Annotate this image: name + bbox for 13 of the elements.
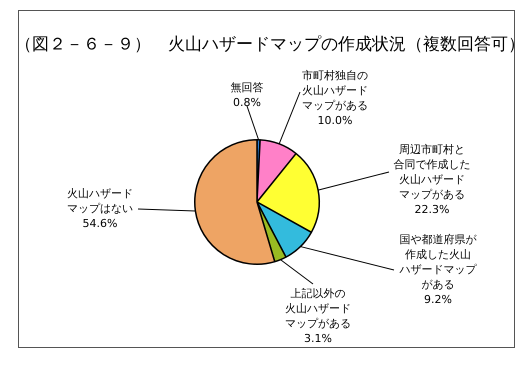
- slice-label: 上記以外の火山ハザードマップがある: [285, 286, 351, 330]
- chart-title: （図２－６－９） 火山ハザードマップの作成状況（複数回答可）: [15, 34, 525, 54]
- slice-label: 市町村独自の火山ハザードマップがある: [302, 68, 368, 112]
- data-label: 54.6%: [82, 216, 118, 230]
- slice-label: 国や都道府県が作成した火山ハザードマップがある: [398, 232, 478, 291]
- data-label: 3.1%: [304, 332, 332, 345]
- data-label: 9.2%: [424, 292, 452, 306]
- slice-label: 周辺市町村と合同で作成した火山ハザードマップがある: [394, 142, 470, 201]
- data-label: 10.0%: [318, 114, 352, 127]
- slice-label: 火山ハザードマップはない: [67, 186, 133, 215]
- data-label: 22.3%: [414, 202, 450, 216]
- slice-label: 無回答: [230, 80, 264, 94]
- data-label: 0.8%: [233, 96, 261, 109]
